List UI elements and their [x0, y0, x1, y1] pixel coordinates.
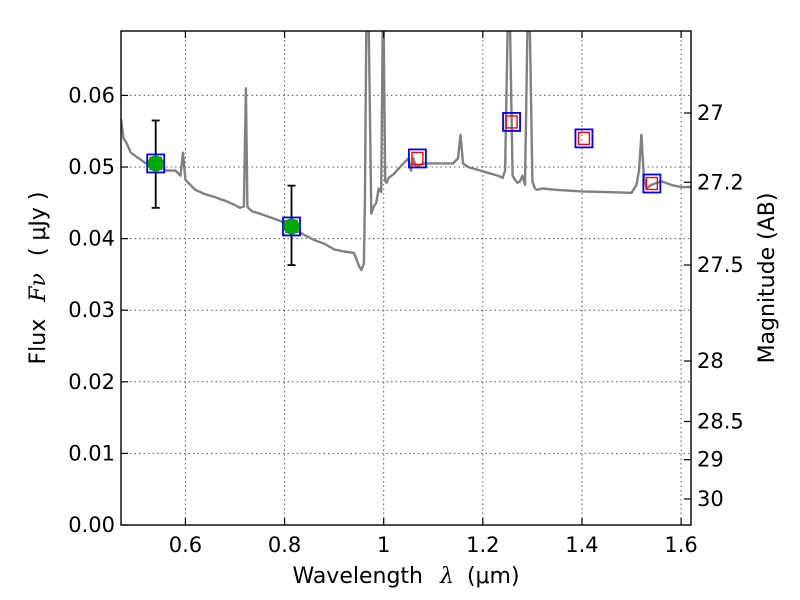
y-tick-label: 0.01 [68, 441, 115, 465]
photometry-box-outer [502, 112, 521, 132]
data-layer [121, 31, 691, 272]
photometry-box-inner [411, 151, 424, 166]
photometry-box-inner [505, 115, 518, 129]
x-tick-label: 0.6 [169, 533, 202, 557]
y-tick-label: 0.02 [68, 370, 115, 394]
photometry-box-outer [282, 216, 301, 237]
photometry-box-inner [577, 131, 591, 146]
magnitude-tick-label: 28.5 [697, 410, 744, 434]
photometry-box-inner [645, 176, 659, 191]
y-tick-label: 0.03 [68, 298, 115, 322]
x-tick-label: 1.2 [466, 533, 499, 557]
x-tick-label: 1.6 [664, 533, 697, 557]
y-axis-label-unit: ( μJy ) [26, 191, 51, 256]
x-tick-label: 1.4 [565, 533, 598, 557]
y-axis-label-symbol: Fν [26, 273, 51, 303]
magnitude-tick-label: 27.5 [697, 253, 744, 277]
observed-point [283, 218, 300, 235]
photometry-box-outer [642, 173, 662, 194]
photometry-box-outer [407, 148, 427, 169]
photometry-box-outer [146, 153, 166, 174]
plot-frame [120, 30, 692, 526]
magnitude-tick-label: 27 [697, 101, 724, 125]
magnitude-tick-label: 28 [697, 349, 724, 373]
magnitude-tick-label: 27.2 [697, 170, 744, 194]
axes: 0.6 0.8 1 1.2 1.4 1.6 0.00 0.01 0.02 0.03 0.04 0.05… [68, 31, 744, 557]
x-axis-label: Wavelength λ (μm) [292, 564, 519, 589]
magnitude-tick-label: 30 [697, 487, 724, 511]
y-tick-label: 0.05 [68, 155, 115, 179]
x-axis-label-unit: (μm) [467, 564, 520, 589]
photometry-box-outer [574, 128, 594, 149]
y-tick-label: 0.00 [68, 513, 115, 537]
magnitude-tick-label: 29 [697, 448, 724, 472]
y-tick-label: 0.06 [68, 83, 115, 107]
x-tick-label: 0.8 [268, 533, 301, 557]
x-axis-label-symbol: λ [439, 564, 454, 589]
magnitude-axis-label: Magnitude (AB) [755, 193, 780, 364]
sed-series-line [121, 31, 691, 272]
y-axis-label: Flux Fν ( μJy ) [26, 191, 51, 364]
x-axis-label-text: Wavelength [292, 564, 423, 589]
observed-point [147, 155, 164, 172]
y-tick-label: 0.04 [68, 227, 115, 251]
y-axis-label-text: Flux [26, 319, 51, 365]
x-tick-label: 1 [377, 533, 390, 557]
